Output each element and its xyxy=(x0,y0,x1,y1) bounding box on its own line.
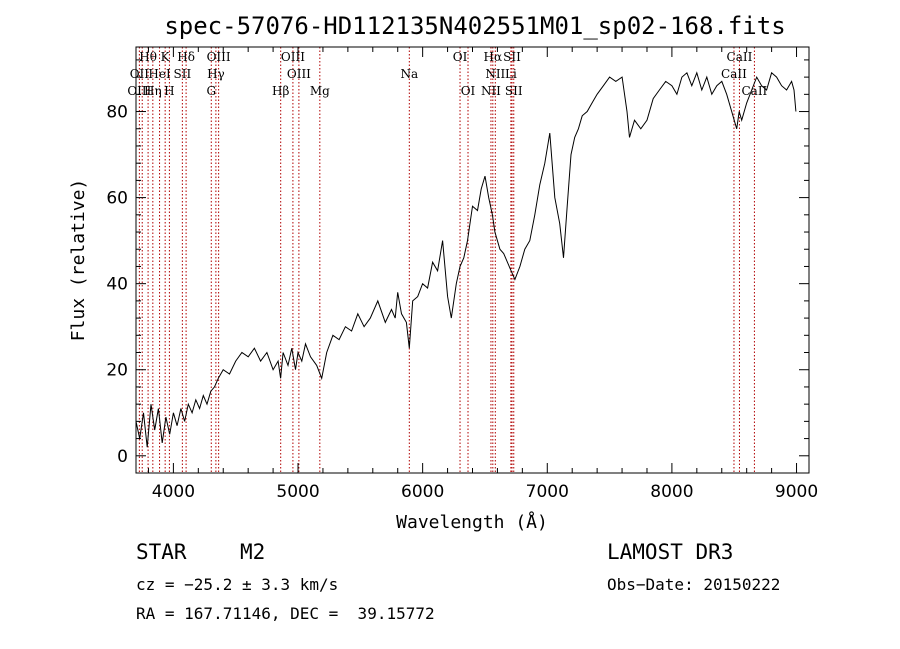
x-tick-label: 5000 xyxy=(276,482,319,502)
y-axis-label: Flux (relative) xyxy=(68,179,89,342)
redshift-cz: cz = −25.2 ± 3.3 km/s xyxy=(136,575,339,594)
line-label: Hδ xyxy=(177,50,195,64)
line-label: OII xyxy=(130,67,150,81)
coordinates: RA = 167.71146, DEC = 39.15772 xyxy=(136,604,435,623)
object-class: STAR xyxy=(136,540,187,564)
line-label: Li xyxy=(505,67,517,81)
plot-frame xyxy=(135,46,810,474)
line-label: HeI xyxy=(148,67,171,81)
line-label: NII xyxy=(481,84,501,98)
x-axis-ticks: 4000 5000 6000 7000 8000 9000 xyxy=(147,47,818,502)
line-label: H xyxy=(164,84,174,98)
line-label: SII xyxy=(174,67,192,81)
line-label: OIII xyxy=(281,50,305,64)
line-label: Hη xyxy=(144,84,162,98)
line-label: CaII xyxy=(721,67,747,81)
line-label: SII xyxy=(505,84,523,98)
line-label: Hθ xyxy=(139,50,157,64)
line-label: OI xyxy=(453,50,468,64)
series-line-spectrum xyxy=(135,71,797,448)
x-tick-label: 4000 xyxy=(152,482,195,502)
line-label: OIII xyxy=(127,84,151,98)
y-axis-ticks: 0 20 40 60 80 xyxy=(106,59,809,474)
line-label: CaII xyxy=(741,84,767,98)
line-label: Hβ xyxy=(272,84,289,98)
line-label: CaII xyxy=(727,50,753,64)
x-tick-label: 7000 xyxy=(526,482,569,502)
x-tick-label: 8000 xyxy=(650,482,693,502)
line-label: Hγ xyxy=(207,67,225,81)
y-tick-label: 40 xyxy=(106,275,128,295)
series-group xyxy=(135,71,797,448)
line-label: SII xyxy=(503,50,521,64)
line-label: OIII xyxy=(207,50,231,64)
x-tick-label: 6000 xyxy=(401,482,444,502)
y-tick-label: 20 xyxy=(106,361,128,381)
line-label: Na xyxy=(400,67,418,81)
line-label: K xyxy=(161,50,171,64)
y-tick-label: 60 xyxy=(106,189,128,209)
y-tick-label: 0 xyxy=(117,447,128,467)
line-label: OI xyxy=(461,84,476,98)
line-label: G xyxy=(206,84,216,98)
line-label: Hα xyxy=(484,50,503,64)
chart-title: spec-57076-HD112135N402551M01_sp02-168.f… xyxy=(164,12,785,40)
line-label: OIII xyxy=(287,67,311,81)
x-axis-label: Wavelength (Å) xyxy=(396,511,548,533)
y-tick-label: 80 xyxy=(106,103,128,123)
line-label: NII xyxy=(485,67,505,81)
x-tick-label: 9000 xyxy=(775,482,818,502)
subclass: M2 xyxy=(240,540,266,564)
line-label: Mg xyxy=(310,84,330,98)
line-markers-group xyxy=(138,47,755,473)
survey-name: LAMOST DR3 xyxy=(607,540,734,564)
observation-date: Obs−Date: 20150222 xyxy=(607,575,781,594)
